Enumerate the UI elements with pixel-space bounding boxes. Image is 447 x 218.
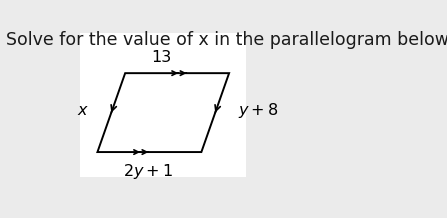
Text: $y+8$: $y+8$	[238, 101, 278, 120]
FancyBboxPatch shape	[80, 33, 246, 177]
Text: 13: 13	[152, 50, 172, 65]
Polygon shape	[97, 73, 229, 152]
Text: $x$: $x$	[77, 103, 89, 118]
Text: Solve for the value of x in the parallelogram below.: Solve for the value of x in the parallel…	[6, 31, 447, 49]
Text: $2y+1$: $2y+1$	[122, 162, 173, 181]
